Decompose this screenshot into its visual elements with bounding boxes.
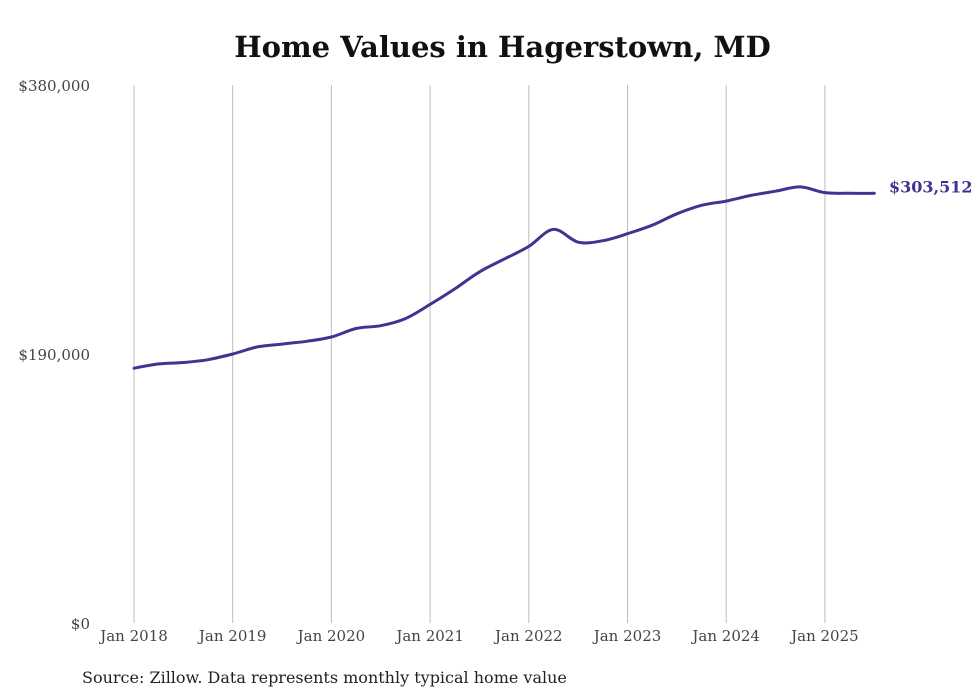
data-point xyxy=(355,327,358,330)
data-point xyxy=(823,191,826,194)
end-value-label: $303,512 xyxy=(889,177,973,196)
data-point xyxy=(601,239,604,242)
data-point xyxy=(700,204,703,207)
x-tick-label: Jan 2020 xyxy=(296,627,366,645)
data-point xyxy=(379,324,382,327)
y-tick-label: $0 xyxy=(71,615,90,633)
data-point xyxy=(626,232,629,235)
data-point xyxy=(305,340,308,343)
y-tick-label: $190,000 xyxy=(18,346,90,364)
data-point xyxy=(651,224,654,227)
data-point xyxy=(527,245,530,248)
data-point xyxy=(725,200,728,203)
data-point xyxy=(256,345,259,348)
x-tick-label: Jan 2023 xyxy=(592,627,662,645)
data-point xyxy=(182,361,185,364)
data-point xyxy=(404,317,407,320)
data-point xyxy=(281,343,284,346)
data-point xyxy=(133,367,136,370)
data-point xyxy=(675,212,678,215)
y-tick-label: $380,000 xyxy=(18,77,90,95)
data-point xyxy=(207,358,210,361)
data-point xyxy=(749,194,752,197)
data-point xyxy=(552,228,555,231)
data-point xyxy=(503,258,506,261)
data-point xyxy=(478,270,481,273)
data-point xyxy=(157,362,160,365)
x-tick-label: Jan 2021 xyxy=(394,627,464,645)
x-tick-label: Jan 2024 xyxy=(690,627,760,645)
data-point xyxy=(873,192,876,195)
y-axis-tick-labels: $0 $190,000 $380,000 xyxy=(18,77,90,633)
series-layer xyxy=(132,185,876,370)
series-line-home-value xyxy=(132,185,876,370)
data-point xyxy=(231,353,234,356)
x-tick-label: Jan 2018 xyxy=(98,627,168,645)
chart-title: Home Values in Hagerstown, MD xyxy=(234,30,771,64)
end-value-label-layer: $303,512 xyxy=(889,177,973,196)
x-tick-label: Jan 2025 xyxy=(789,627,859,645)
data-point xyxy=(774,190,777,193)
x-axis-tick-labels: Jan 2018 Jan 2019 Jan 2020 Jan 2021 Jan 2022… xyxy=(98,627,858,645)
x-tick-label: Jan 2022 xyxy=(493,627,563,645)
data-point xyxy=(799,185,802,188)
data-point xyxy=(330,336,333,339)
data-point xyxy=(429,303,432,306)
data-point xyxy=(453,287,456,290)
data-point xyxy=(577,241,580,244)
x-tick-label: Jan 2019 xyxy=(197,627,267,645)
chart-source-note: Source: Zillow. Data represents monthly … xyxy=(82,668,567,687)
data-point xyxy=(848,192,851,195)
